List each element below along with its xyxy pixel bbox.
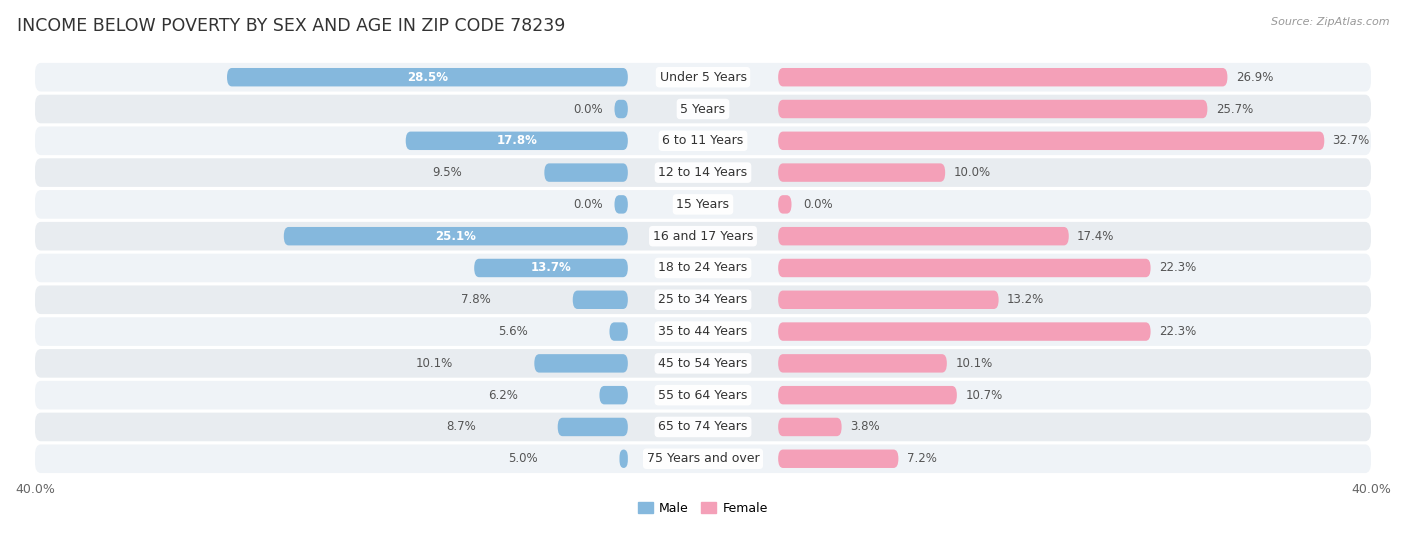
FancyBboxPatch shape — [226, 68, 628, 87]
FancyBboxPatch shape — [572, 291, 628, 309]
Text: INCOME BELOW POVERTY BY SEX AND AGE IN ZIP CODE 78239: INCOME BELOW POVERTY BY SEX AND AGE IN Z… — [17, 17, 565, 35]
FancyBboxPatch shape — [35, 63, 1371, 92]
FancyBboxPatch shape — [778, 227, 1069, 245]
FancyBboxPatch shape — [35, 126, 1371, 155]
FancyBboxPatch shape — [778, 100, 1208, 118]
Text: 17.8%: 17.8% — [496, 134, 537, 148]
Text: 28.5%: 28.5% — [406, 70, 449, 84]
FancyBboxPatch shape — [614, 100, 628, 118]
Text: 10.7%: 10.7% — [965, 389, 1002, 402]
Text: 9.5%: 9.5% — [433, 166, 463, 179]
FancyBboxPatch shape — [778, 291, 998, 309]
FancyBboxPatch shape — [609, 323, 628, 341]
Text: 10.1%: 10.1% — [955, 357, 993, 370]
Text: 7.8%: 7.8% — [461, 293, 491, 306]
FancyBboxPatch shape — [35, 413, 1371, 441]
FancyBboxPatch shape — [620, 449, 628, 468]
FancyBboxPatch shape — [778, 68, 1227, 87]
FancyBboxPatch shape — [778, 386, 957, 404]
Text: 0.0%: 0.0% — [574, 102, 603, 116]
Text: 5.0%: 5.0% — [508, 452, 537, 465]
FancyBboxPatch shape — [778, 259, 1150, 277]
FancyBboxPatch shape — [614, 195, 628, 214]
Text: 0.0%: 0.0% — [574, 198, 603, 211]
FancyBboxPatch shape — [778, 354, 946, 373]
Legend: Male, Female: Male, Female — [633, 497, 773, 520]
Text: 15 Years: 15 Years — [676, 198, 730, 211]
Text: 10.1%: 10.1% — [415, 357, 453, 370]
FancyBboxPatch shape — [35, 444, 1371, 473]
FancyBboxPatch shape — [35, 349, 1371, 378]
Text: 45 to 54 Years: 45 to 54 Years — [658, 357, 748, 370]
Text: 55 to 64 Years: 55 to 64 Years — [658, 389, 748, 402]
Text: 12 to 14 Years: 12 to 14 Years — [658, 166, 748, 179]
Text: Source: ZipAtlas.com: Source: ZipAtlas.com — [1271, 17, 1389, 27]
Text: 32.7%: 32.7% — [1333, 134, 1369, 148]
FancyBboxPatch shape — [544, 163, 628, 182]
FancyBboxPatch shape — [778, 163, 945, 182]
Text: 35 to 44 Years: 35 to 44 Years — [658, 325, 748, 338]
FancyBboxPatch shape — [534, 354, 628, 373]
FancyBboxPatch shape — [778, 195, 792, 214]
Text: 26.9%: 26.9% — [1236, 70, 1274, 84]
FancyBboxPatch shape — [778, 449, 898, 468]
Text: 22.3%: 22.3% — [1159, 262, 1197, 274]
Text: 13.2%: 13.2% — [1007, 293, 1045, 306]
Text: 10.0%: 10.0% — [953, 166, 991, 179]
Text: 3.8%: 3.8% — [851, 420, 880, 433]
Text: 13.7%: 13.7% — [530, 262, 571, 274]
Text: 6.2%: 6.2% — [488, 389, 517, 402]
Text: 25.7%: 25.7% — [1216, 102, 1253, 116]
Text: 65 to 74 Years: 65 to 74 Years — [658, 420, 748, 433]
Text: 7.2%: 7.2% — [907, 452, 936, 465]
Text: 16 and 17 Years: 16 and 17 Years — [652, 230, 754, 243]
FancyBboxPatch shape — [35, 381, 1371, 410]
FancyBboxPatch shape — [599, 386, 628, 404]
Text: 25.1%: 25.1% — [436, 230, 477, 243]
FancyBboxPatch shape — [284, 227, 628, 245]
Text: 25 to 34 Years: 25 to 34 Years — [658, 293, 748, 306]
FancyBboxPatch shape — [35, 158, 1371, 187]
FancyBboxPatch shape — [778, 418, 842, 436]
Text: 18 to 24 Years: 18 to 24 Years — [658, 262, 748, 274]
FancyBboxPatch shape — [35, 222, 1371, 250]
FancyBboxPatch shape — [474, 259, 628, 277]
Text: 75 Years and over: 75 Years and over — [647, 452, 759, 465]
Text: 22.3%: 22.3% — [1159, 325, 1197, 338]
Text: 5.6%: 5.6% — [498, 325, 527, 338]
FancyBboxPatch shape — [406, 131, 628, 150]
Text: 8.7%: 8.7% — [446, 420, 475, 433]
FancyBboxPatch shape — [35, 94, 1371, 124]
FancyBboxPatch shape — [35, 318, 1371, 346]
FancyBboxPatch shape — [35, 254, 1371, 282]
FancyBboxPatch shape — [35, 190, 1371, 219]
FancyBboxPatch shape — [778, 323, 1150, 341]
Text: 5 Years: 5 Years — [681, 102, 725, 116]
Text: Under 5 Years: Under 5 Years — [659, 70, 747, 84]
FancyBboxPatch shape — [35, 286, 1371, 314]
Text: 6 to 11 Years: 6 to 11 Years — [662, 134, 744, 148]
FancyBboxPatch shape — [558, 418, 628, 436]
Text: 17.4%: 17.4% — [1077, 230, 1115, 243]
FancyBboxPatch shape — [778, 131, 1324, 150]
Text: 0.0%: 0.0% — [803, 198, 832, 211]
